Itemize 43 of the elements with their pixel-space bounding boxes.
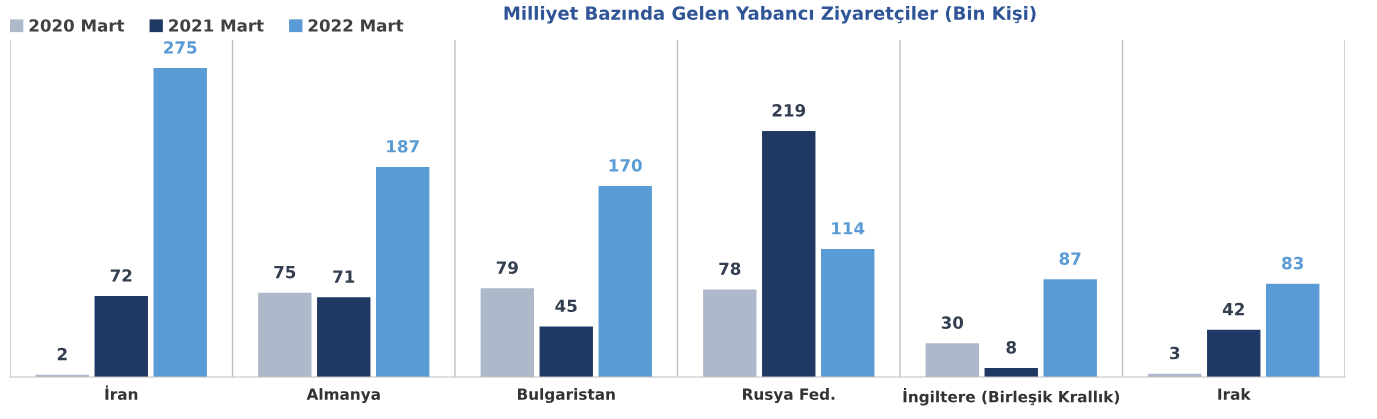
data-label: 30 — [941, 316, 964, 329]
data-label: 3 — [1170, 346, 1180, 360]
x-tick-label: İran — [105, 385, 138, 400]
bar — [1207, 329, 1261, 377]
legend-label: 2022 Mart — [308, 19, 404, 32]
bar — [703, 289, 757, 377]
bar — [258, 292, 312, 377]
x-tick-label: Irak — [1218, 388, 1251, 400]
data-label: 45 — [555, 299, 577, 313]
data-label: 8 — [1006, 341, 1017, 354]
bar — [1266, 283, 1320, 377]
data-label: 78 — [719, 262, 741, 276]
data-label: 75 — [274, 266, 296, 279]
bar — [376, 166, 430, 377]
data-label: 275 — [164, 41, 197, 54]
bar — [925, 343, 979, 377]
data-label: 114 — [832, 222, 865, 235]
chart-title: Milliyet Bazında Gelen Yabancı Ziyaretçiler (Bin Kişi) — [504, 6, 1036, 24]
data-label: 219 — [772, 104, 806, 117]
data-label: 42 — [1222, 302, 1244, 316]
x-tick-label: Bulgaristan — [517, 388, 615, 404]
bar — [153, 68, 207, 377]
x-tick-label: Almanya — [306, 388, 380, 404]
data-label: 187 — [387, 139, 419, 153]
data-label: 79 — [496, 261, 518, 274]
bar — [94, 296, 148, 377]
bar — [1043, 279, 1097, 377]
data-label: 170 — [609, 159, 642, 172]
bar — [539, 326, 593, 377]
legend-label: 2020 Mart — [29, 19, 125, 32]
bar — [317, 297, 371, 377]
data-label: 71 — [333, 270, 355, 283]
x-tick-label: İngiltere (Birleşik Krallık) — [903, 388, 1120, 406]
x-tick-label: Rusya Fed. — [743, 388, 835, 404]
data-label: 2 — [57, 347, 67, 361]
bar — [598, 186, 652, 377]
data-label: 83 — [1282, 256, 1303, 270]
bar — [821, 248, 875, 377]
data-label: 72 — [110, 269, 132, 282]
bar — [480, 288, 534, 377]
data-label: 87 — [1059, 252, 1081, 265]
bar — [762, 130, 816, 377]
legend-label: 2021 Mart — [169, 19, 264, 32]
